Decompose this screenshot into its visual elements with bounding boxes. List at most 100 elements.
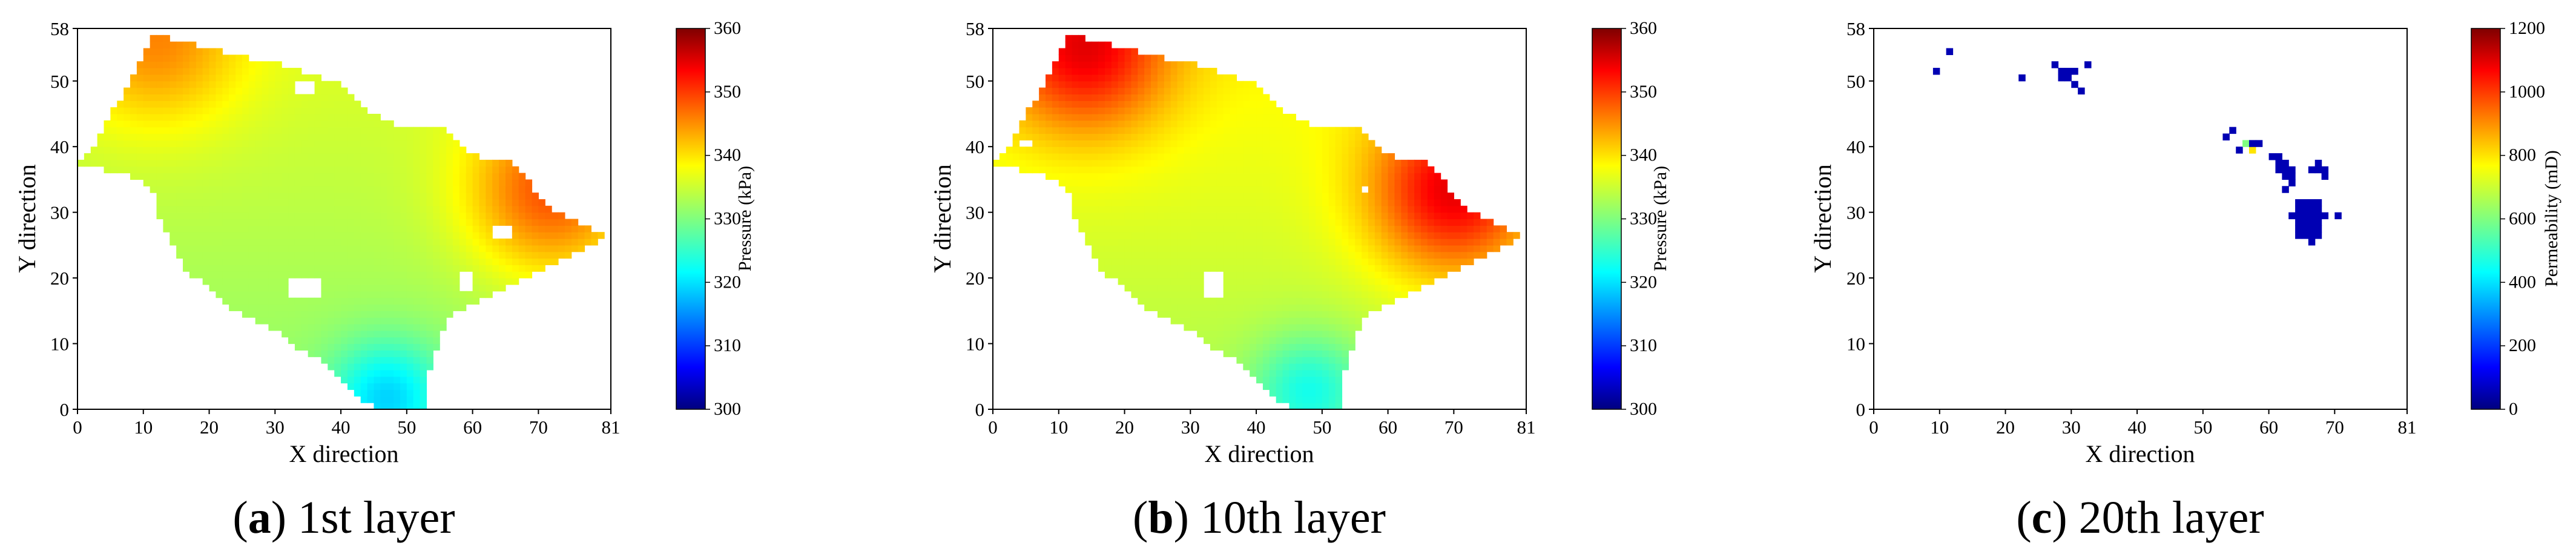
- heatmap-cell: [1276, 337, 1283, 344]
- heatmap-cell: [222, 127, 229, 134]
- heatmap-cell: [1408, 179, 1415, 186]
- heatmap-cell: [236, 297, 243, 305]
- heatmap-cell: [1289, 147, 1296, 154]
- heatmap-cell: [242, 271, 249, 278]
- heatmap-cell: [380, 265, 387, 272]
- heatmap-cell: [1335, 363, 1343, 371]
- heatmap-cell: [406, 212, 414, 220]
- heatmap-cell: [440, 147, 447, 154]
- heatmap-cell: [367, 212, 375, 220]
- heatmap-cell: [268, 94, 275, 101]
- heatmap-cell: [354, 278, 361, 285]
- heatmap-cell: [394, 232, 401, 239]
- heatmap-cell: [380, 232, 387, 239]
- heatmap-cell: [1348, 166, 1356, 174]
- heatmap-cell: [1223, 271, 1231, 278]
- heatmap-cell: [1151, 258, 1158, 266]
- heatmap-cell: [1223, 173, 1231, 180]
- heatmap-cell: [1335, 376, 1343, 384]
- heatmap-cell: [90, 147, 98, 154]
- heatmap-cell: [209, 205, 217, 213]
- heatmap-cell: [571, 245, 579, 252]
- heatmap-cell: [334, 311, 341, 318]
- heatmap-cell: [1131, 140, 1138, 147]
- heatmap-cell: [1368, 297, 1375, 305]
- heatmap-cell: [1190, 291, 1197, 298]
- heatmap-cell: [255, 107, 263, 114]
- heatmap-cell: [1098, 107, 1105, 114]
- heatmap-cell: [1164, 127, 1171, 134]
- heatmap-cell: [170, 41, 177, 49]
- heatmap-cell: [1078, 225, 1085, 232]
- heatmap-cell: [1276, 159, 1283, 167]
- heatmap-cell: [255, 265, 263, 272]
- heatmap-cell: [1170, 311, 1178, 318]
- heatmap-cell: [1454, 199, 1461, 206]
- heatmap-cell: [367, 389, 375, 397]
- heatmap-cell: [334, 107, 341, 114]
- heatmap-cell: [1322, 199, 1329, 206]
- heatmap-cell: [2282, 173, 2289, 180]
- heatmap-cell: [196, 140, 203, 147]
- heatmap-cell: [406, 369, 414, 377]
- heatmap-cell: [216, 173, 223, 180]
- heatmap-cell: [1486, 219, 1494, 226]
- heatmap-cell: [301, 113, 309, 121]
- heatmap-cell: [538, 265, 545, 272]
- heatmap-cell: [1269, 311, 1277, 318]
- heatmap-cell: [183, 258, 190, 266]
- heatmap-cell: [1486, 232, 1494, 239]
- heatmap-cell: [288, 179, 295, 186]
- heatmap-cell: [2282, 166, 2289, 174]
- heatmap-cell: [1104, 48, 1112, 55]
- heatmap-cell: [301, 74, 309, 82]
- heatmap-cell: [400, 186, 407, 193]
- heatmap-cell: [308, 304, 315, 311]
- heatmap-cell: [1328, 324, 1336, 331]
- heatmap-cell: [1348, 337, 1356, 344]
- heatmap-cell: [1118, 153, 1125, 160]
- heatmap-cell: [1164, 251, 1171, 259]
- heatmap-cell: [512, 219, 519, 226]
- heatmap-cell: [1230, 343, 1237, 351]
- heatmap-cell: [420, 219, 427, 226]
- heatmap-cell: [248, 278, 256, 285]
- heatmap-cell: [347, 107, 355, 114]
- heatmap-cell: [262, 239, 269, 246]
- heatmap-cell: [406, 324, 414, 331]
- heatmap-cell: [1486, 225, 1494, 232]
- heatmap-cell: [1223, 219, 1231, 226]
- heatmap-cell: [308, 166, 315, 174]
- heatmap-cell: [1177, 159, 1185, 167]
- heatmap-cell: [163, 173, 170, 180]
- heatmap-cell: [1138, 271, 1145, 278]
- heatmap-cell: [1276, 205, 1283, 213]
- heatmap-cell: [1092, 94, 1099, 101]
- heatmap-cell: [1256, 271, 1263, 278]
- heatmap-cell: [420, 251, 427, 259]
- heatmap-cell: [236, 153, 243, 160]
- heatmap-cell: [236, 107, 243, 114]
- heatmap-cell: [156, 81, 163, 88]
- heatmap-cell: [294, 212, 302, 220]
- heatmap-cell: [347, 205, 355, 213]
- heatmap-cell: [170, 205, 177, 213]
- heatmap-cell: [1335, 297, 1343, 305]
- heatmap-cell: [222, 271, 229, 278]
- heatmap-cell: [1104, 127, 1112, 134]
- heatmap-cell: [1250, 271, 1257, 278]
- heatmap-cell: [1138, 278, 1145, 285]
- heatmap-cell: [466, 245, 473, 252]
- heatmap-cell: [360, 179, 368, 186]
- heatmap-cell: [1250, 133, 1257, 140]
- x-tick-label: 30: [1181, 417, 1200, 438]
- heatmap-cell: [301, 239, 309, 246]
- heatmap-cell: [1026, 120, 1033, 128]
- heatmap-cell: [1131, 212, 1138, 220]
- heatmap-cell: [1328, 284, 1336, 292]
- heatmap-cell: [183, 68, 190, 75]
- heatmap-cell: [1184, 324, 1191, 331]
- heatmap-cell: [446, 193, 453, 200]
- heatmap-cell: [1250, 147, 1257, 154]
- heatmap-cell: [413, 186, 421, 193]
